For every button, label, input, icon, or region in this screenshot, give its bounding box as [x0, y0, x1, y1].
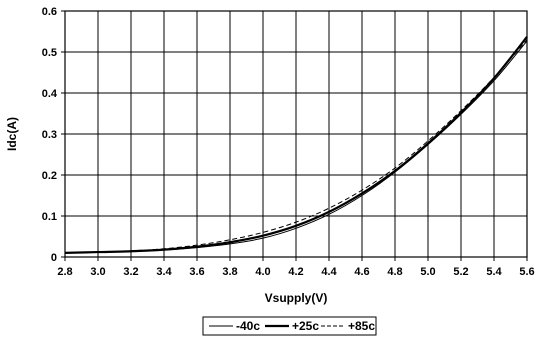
- y-tick-label: 0.5: [42, 47, 57, 59]
- y-tick-label: 0.4: [42, 88, 58, 100]
- y-tick-label: 0.2: [42, 170, 57, 182]
- x-tick-label: 5.4: [486, 266, 502, 278]
- x-tick-label: 3.8: [222, 266, 237, 278]
- x-tick-label: 3.6: [189, 266, 204, 278]
- x-tick-label: 3.4: [156, 266, 172, 278]
- y-tick-label: 0.1: [42, 211, 57, 223]
- legend-label: -40c: [236, 319, 260, 333]
- y-axis-title: Idc(A): [5, 117, 19, 151]
- y-tick-label: 0.3: [42, 129, 57, 141]
- x-tick-label: 3.2: [123, 266, 138, 278]
- series-line-85c: [64, 39, 528, 254]
- legend-box: [202, 316, 377, 336]
- x-tick-label: 5.0: [420, 266, 435, 278]
- x-tick-label: 4.4: [321, 266, 337, 278]
- legend-label: +25c: [292, 319, 319, 333]
- legend-label: +85c: [348, 319, 375, 333]
- y-axis-ticks: 0 0.1 0.2 0.3 0.4 0.5 0.6: [42, 6, 65, 264]
- x-tick-label: 4.6: [354, 266, 369, 278]
- x-tick-label: 4.2: [288, 266, 303, 278]
- x-tick-label: 4.0: [255, 266, 270, 278]
- x-tick-label: 5.6: [519, 266, 534, 278]
- x-tick-label: 2.8: [57, 266, 72, 278]
- x-tick-label: 5.2: [453, 266, 468, 278]
- x-tick-label: 4.8: [387, 266, 402, 278]
- series-lines: [64, 36, 528, 254]
- y-tick-label: 0: [51, 252, 57, 264]
- x-axis-title: Vsupply(V): [265, 291, 328, 305]
- x-axis-ticks: 2.8 3.0 3.2 3.4 3.6 3.8 4.0 4.2 4.4 4.6 4.8 5.0 5.2 5…: [57, 257, 535, 278]
- series-line-25c: [64, 36, 528, 254]
- x-tick-label: 3.0: [90, 266, 105, 278]
- legend: -40c +25c +85c: [202, 316, 377, 336]
- y-tick-label: 0.6: [42, 6, 57, 18]
